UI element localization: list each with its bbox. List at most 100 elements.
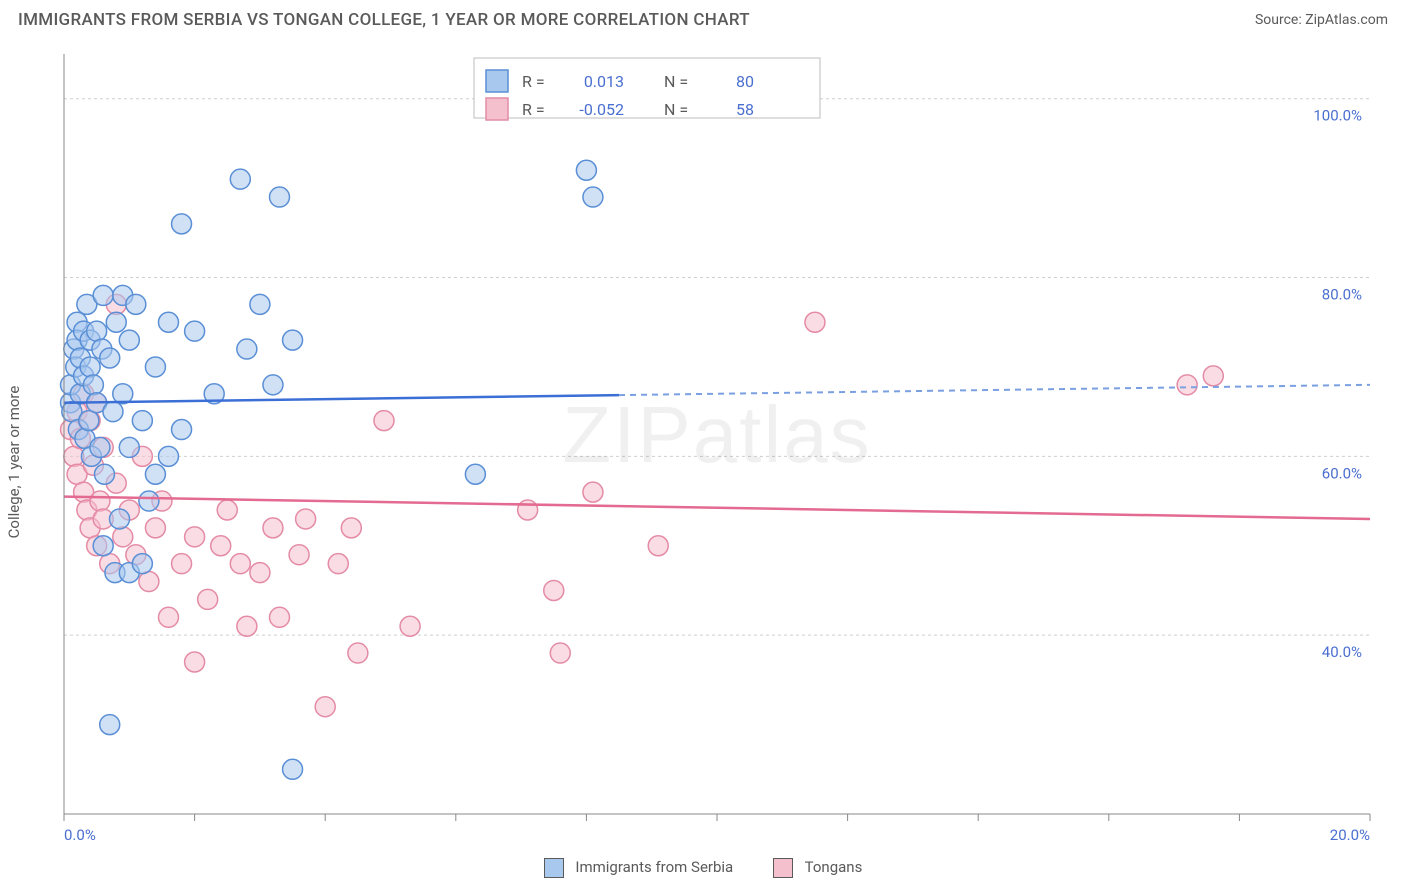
point-serbia — [106, 312, 126, 332]
point-tongans — [230, 554, 250, 574]
svg-text:N =: N = — [664, 100, 688, 119]
point-serbia — [90, 437, 110, 457]
point-serbia — [94, 464, 114, 484]
point-tongans — [185, 527, 205, 547]
svg-text:R =: R = — [522, 72, 545, 91]
point-serbia — [465, 464, 485, 484]
trendline-tongans — [64, 497, 1370, 519]
legend-n-serbia: 80 — [736, 72, 754, 91]
point-tongans — [198, 589, 218, 609]
point-serbia — [119, 330, 139, 350]
point-tongans — [139, 572, 159, 592]
svg-text:100.0%: 100.0% — [1313, 107, 1362, 125]
point-tongans — [518, 500, 538, 520]
point-serbia — [100, 715, 120, 735]
legend-item-tongans: Tongans — [773, 858, 862, 878]
point-tongans — [289, 545, 309, 565]
point-tongans — [185, 652, 205, 672]
point-tongans — [400, 616, 420, 636]
point-tongans — [158, 607, 178, 627]
point-tongans — [550, 643, 570, 663]
point-serbia — [87, 321, 107, 341]
point-serbia — [158, 312, 178, 332]
point-tongans — [374, 411, 394, 431]
svg-text:80.0%: 80.0% — [1322, 286, 1362, 304]
point-serbia — [79, 411, 99, 431]
scatter-chart: 40.0% 60.0% 80.0% 100.0% ZIPatlas 0.0% 20.0% R … — [18, 44, 1388, 880]
point-serbia — [139, 491, 159, 511]
point-tongans — [90, 491, 110, 511]
point-tongans — [348, 643, 368, 663]
legend-swatch-pink — [773, 858, 793, 878]
point-tongans — [211, 536, 231, 556]
svg-text:40.0%: 40.0% — [1322, 643, 1362, 661]
point-serbia — [172, 420, 192, 440]
point-serbia — [132, 411, 152, 431]
point-tongans — [328, 554, 348, 574]
point-serbia — [93, 536, 113, 556]
legend-label-serbia: Immigrants from Serbia — [575, 858, 733, 876]
point-tongans — [113, 527, 133, 547]
point-serbia — [83, 375, 103, 395]
point-serbia — [110, 509, 130, 529]
svg-text:0.0%: 0.0% — [64, 826, 96, 844]
y-axis-title: College, 1 year or more — [5, 386, 23, 539]
point-tongans — [315, 697, 335, 717]
title-bar: IMMIGRANTS FROM SERBIA VS TONGAN COLLEGE… — [0, 0, 1406, 36]
trendline-serbia — [64, 395, 619, 403]
point-serbia — [237, 339, 257, 359]
point-tongans — [250, 563, 270, 583]
point-tongans — [1177, 375, 1197, 395]
point-serbia — [145, 464, 165, 484]
legend-bottom: Immigrants from Serbia Tongans — [18, 858, 1388, 878]
point-tongans — [805, 312, 825, 332]
point-tongans — [1203, 366, 1223, 386]
legend-swatch — [486, 98, 508, 120]
legend-n-tongans: 58 — [736, 100, 754, 119]
legend-r-tongans: -0.052 — [579, 100, 624, 119]
point-serbia — [145, 357, 165, 377]
point-tongans — [648, 536, 668, 556]
point-serbia — [185, 321, 205, 341]
point-tongans — [269, 607, 289, 627]
point-serbia — [103, 402, 123, 422]
legend-swatch-blue — [544, 858, 564, 878]
point-serbia — [269, 187, 289, 207]
point-serbia — [283, 759, 303, 779]
svg-text:N =: N = — [664, 72, 688, 91]
point-serbia — [100, 348, 120, 368]
svg-text:R =: R = — [522, 100, 545, 119]
point-tongans — [145, 518, 165, 538]
point-tongans — [296, 509, 316, 529]
legend-r-serbia: 0.013 — [584, 72, 624, 91]
point-tongans — [341, 518, 361, 538]
point-tongans — [583, 482, 603, 502]
point-serbia — [132, 554, 152, 574]
point-tongans — [172, 554, 192, 574]
legend-label-tongans: Tongans — [805, 858, 863, 876]
svg-text:ZIPatlas: ZIPatlas — [562, 390, 871, 479]
point-tongans — [217, 500, 237, 520]
point-tongans — [263, 518, 283, 538]
point-serbia — [172, 214, 192, 234]
point-serbia — [80, 357, 100, 377]
point-serbia — [158, 446, 178, 466]
point-tongans — [237, 616, 257, 636]
point-serbia — [283, 330, 303, 350]
chart-title: IMMIGRANTS FROM SERBIA VS TONGAN COLLEGE… — [18, 10, 750, 30]
point-serbia — [126, 294, 146, 314]
point-tongans — [544, 580, 564, 600]
point-serbia — [576, 160, 596, 180]
legend-item-serbia: Immigrants from Serbia — [544, 858, 734, 878]
svg-text:60.0%: 60.0% — [1322, 464, 1362, 482]
point-serbia — [263, 375, 283, 395]
point-serbia — [250, 294, 270, 314]
svg-text:20.0%: 20.0% — [1330, 826, 1370, 844]
source-label: Source: ZipAtlas.com — [1255, 12, 1388, 28]
point-serbia — [583, 187, 603, 207]
point-serbia — [119, 437, 139, 457]
chart-container: College, 1 year or more 40.0%60.0%80.0%1… — [18, 44, 1388, 880]
point-serbia — [93, 285, 113, 305]
point-serbia — [230, 169, 250, 189]
legend-swatch — [486, 70, 508, 92]
